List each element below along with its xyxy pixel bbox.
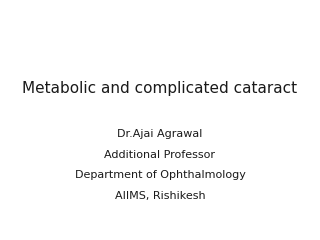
Text: Department of Ophthalmology: Department of Ophthalmology — [75, 170, 245, 180]
Text: Additional Professor: Additional Professor — [105, 150, 215, 160]
Text: Metabolic and complicated cataract: Metabolic and complicated cataract — [22, 81, 298, 96]
Text: AIIMS, Rishikesh: AIIMS, Rishikesh — [115, 191, 205, 201]
Text: Dr.Ajai Agrawal: Dr.Ajai Agrawal — [117, 129, 203, 139]
